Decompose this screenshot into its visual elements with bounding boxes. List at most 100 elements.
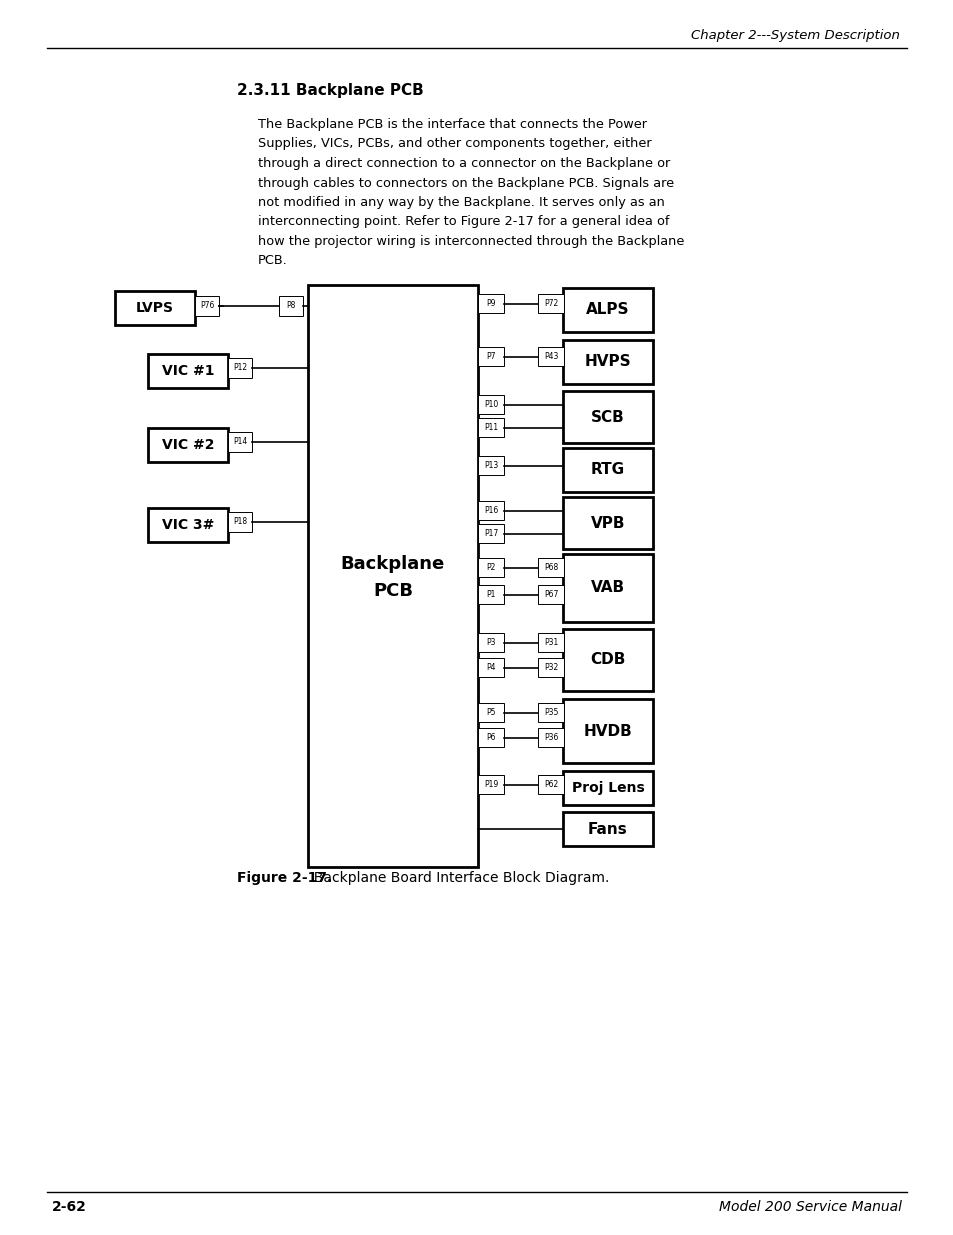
Bar (148, 508, 228, 542)
Text: through a direct connection to a connector on the Backplane or: through a direct connection to a connect… (257, 157, 670, 170)
Text: HVDB: HVDB (583, 724, 632, 739)
Text: how the projector wiring is interconnected through the Backplane: how the projector wiring is interconnect… (257, 235, 683, 248)
Text: through cables to connectors on the Backplane PCB. Signals are: through cables to connectors on the Back… (257, 177, 674, 189)
Bar (562, 811, 652, 846)
Text: P11: P11 (483, 424, 497, 432)
Bar (537, 727, 563, 747)
Text: PCB: PCB (373, 582, 413, 600)
Text: P18: P18 (233, 517, 247, 526)
Text: P12: P12 (233, 363, 247, 373)
Bar (115, 291, 194, 325)
Text: P36: P36 (543, 734, 558, 742)
Bar (562, 555, 652, 622)
Bar (562, 288, 652, 332)
Text: P31: P31 (543, 638, 558, 647)
Bar (477, 585, 503, 604)
Text: 2.3.11 Backplane PCB: 2.3.11 Backplane PCB (236, 83, 423, 98)
Bar (194, 296, 219, 316)
Bar (477, 347, 503, 366)
Text: Model 200 Service Manual: Model 200 Service Manual (719, 1200, 901, 1214)
Text: Supplies, VICs, PCBs, and other components together, either: Supplies, VICs, PCBs, and other componen… (257, 137, 651, 151)
Text: HVPS: HVPS (584, 354, 631, 369)
Text: Proj Lens: Proj Lens (571, 781, 643, 795)
Bar (537, 776, 563, 794)
Bar (477, 294, 503, 312)
Text: P16: P16 (483, 506, 497, 515)
Bar (562, 699, 652, 763)
Bar (477, 634, 503, 652)
Text: VPB: VPB (590, 515, 624, 531)
Bar (537, 658, 563, 677)
Text: PCB.: PCB. (257, 254, 288, 268)
Bar (562, 771, 652, 805)
Bar (148, 429, 228, 462)
Bar (477, 776, 503, 794)
Bar (537, 294, 563, 312)
Bar (148, 354, 228, 388)
Text: P9: P9 (486, 299, 496, 308)
Text: VIC #2: VIC #2 (162, 438, 214, 452)
Text: SCB: SCB (591, 410, 624, 425)
Text: P4: P4 (486, 663, 496, 672)
Bar (537, 585, 563, 604)
Text: RTG: RTG (590, 462, 624, 478)
Bar (562, 629, 652, 692)
Text: 2-62: 2-62 (52, 1200, 87, 1214)
Text: P6: P6 (486, 734, 496, 742)
Text: P35: P35 (543, 708, 558, 718)
Text: Backplane: Backplane (340, 555, 445, 573)
Bar (477, 727, 503, 747)
Bar (228, 513, 252, 532)
Text: not modified in any way by the Backplane. It serves only as an: not modified in any way by the Backplane… (257, 196, 664, 209)
Text: P32: P32 (543, 663, 558, 672)
Text: P5: P5 (486, 708, 496, 718)
Text: interconnecting point. Refer to Figure 2-17 for a general idea of: interconnecting point. Refer to Figure 2… (257, 215, 669, 228)
Text: P62: P62 (543, 781, 558, 789)
Text: Chapter 2---System Description: Chapter 2---System Description (690, 28, 899, 42)
Text: VIC #1: VIC #1 (162, 364, 214, 378)
Bar (562, 391, 652, 443)
Text: ALPS: ALPS (586, 303, 629, 317)
Bar (562, 496, 652, 550)
Text: P17: P17 (483, 529, 497, 538)
Bar (477, 703, 503, 722)
Bar (537, 703, 563, 722)
Text: VIC 3#: VIC 3# (162, 517, 214, 532)
Bar (477, 658, 503, 677)
Text: P13: P13 (483, 461, 497, 471)
Bar (308, 285, 477, 867)
Text: P67: P67 (543, 590, 558, 599)
Bar (477, 417, 503, 437)
Text: P2: P2 (486, 563, 496, 572)
Bar (278, 296, 303, 316)
Bar (477, 456, 503, 475)
Bar (562, 340, 652, 384)
Text: P10: P10 (483, 400, 497, 409)
Bar (537, 347, 563, 366)
Bar (228, 432, 252, 452)
Text: P8: P8 (286, 301, 295, 310)
Text: P68: P68 (543, 563, 558, 572)
Bar (562, 448, 652, 492)
Bar (228, 358, 252, 378)
Text: P7: P7 (486, 352, 496, 361)
Text: CDB: CDB (590, 652, 625, 667)
Text: P3: P3 (486, 638, 496, 647)
Bar (537, 634, 563, 652)
Text: Backplane Board Interface Block Diagram.: Backplane Board Interface Block Diagram. (305, 871, 609, 885)
Bar (537, 558, 563, 577)
Bar (477, 501, 503, 520)
Text: P76: P76 (199, 301, 214, 310)
Text: VAB: VAB (590, 580, 624, 595)
Text: P43: P43 (543, 352, 558, 361)
Bar (477, 395, 503, 414)
Text: LVPS: LVPS (136, 301, 173, 315)
Text: P1: P1 (486, 590, 496, 599)
Bar (477, 558, 503, 577)
Text: The Backplane PCB is the interface that connects the Power: The Backplane PCB is the interface that … (257, 119, 646, 131)
Text: Fans: Fans (587, 821, 627, 836)
Text: P14: P14 (233, 437, 247, 447)
Text: P19: P19 (483, 781, 497, 789)
Bar (477, 524, 503, 543)
Text: P72: P72 (543, 299, 558, 308)
